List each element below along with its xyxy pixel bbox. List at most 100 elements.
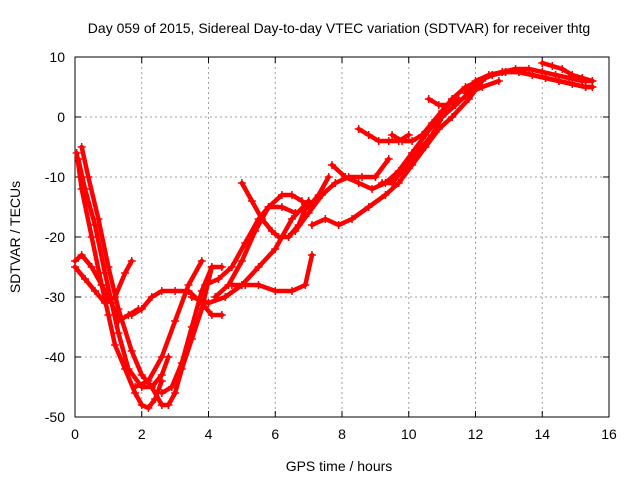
data-point [84,173,93,181]
data-point [378,179,387,187]
data-point [114,329,123,337]
data-point [111,293,120,301]
data-point [167,383,176,391]
series-arc22 [354,125,413,145]
data-point [97,281,106,289]
data-point [201,281,210,289]
y-tick-label: 10 [49,49,65,65]
data-point [197,287,206,295]
data-point [164,353,173,361]
data-point [157,401,166,409]
y-tick-label: -10 [45,169,65,185]
data-point [381,191,390,199]
data-point [461,89,470,97]
data-point [388,131,397,139]
data-point [72,149,81,157]
data-point [144,377,153,385]
data-point [348,215,357,223]
data-point [274,233,283,241]
x-tick-label: 16 [601,426,617,442]
data-point [157,389,166,397]
data-point [568,80,577,88]
data-point [374,137,383,145]
y-tick-label: -50 [45,409,65,425]
data-point [321,215,330,223]
data-point [254,263,263,271]
data-point [91,287,100,295]
x-tick-label: 0 [71,426,79,442]
data-point [448,113,457,121]
data-point [107,299,116,307]
series-arc8 [127,287,226,319]
data-point [264,203,273,211]
series-arc7 [71,251,143,325]
data-point [77,251,86,259]
data-point [498,68,507,76]
data-point [528,71,537,79]
y-tick-label: -40 [45,349,65,365]
series-line [293,156,391,234]
series-arc5 [157,263,226,397]
data-point [131,383,140,391]
data-point [307,251,316,259]
data-point [254,281,263,289]
data-point [127,347,136,355]
data-point [371,173,380,181]
data-point [74,155,83,163]
series-arc23 [424,95,463,109]
data-point [137,401,146,409]
data-point [364,131,373,139]
series-line [72,252,141,324]
data-point [304,209,313,217]
data-point [121,269,130,277]
data-point [551,71,560,79]
data-point [187,323,196,331]
data-point [111,341,120,349]
data-point [404,131,413,139]
data-point [384,155,393,163]
series-arc18 [388,68,597,145]
x-axis-label: GPS time / hours [286,458,393,474]
data-point [291,209,300,217]
data-point [184,287,193,295]
data-point [287,191,296,199]
x-tick-label: 14 [534,426,550,442]
data-point [94,215,103,223]
data-point [237,257,246,265]
data-point [157,371,166,379]
data-point [484,71,493,79]
data-point [434,101,443,109]
data-point [394,137,403,145]
data-point [227,263,236,271]
data-point [291,227,300,235]
data-point [211,293,220,301]
data-point [554,77,563,85]
series-line [473,66,595,84]
data-point [558,65,567,73]
data-point [317,191,326,199]
data-point [368,185,377,193]
data-point [424,95,433,103]
data-point [408,155,417,163]
data-point [127,257,136,265]
data-point [77,143,86,151]
data-point [127,311,136,319]
grid [75,57,609,417]
data-point [267,227,276,235]
data-point [137,371,146,379]
data-point [358,173,367,181]
data-point [428,131,437,139]
data-point [494,77,503,85]
data-point [87,233,96,241]
data-point [247,197,256,205]
data-point [171,317,180,325]
series-line [132,258,205,390]
data-point [428,119,437,127]
data-point [471,77,480,85]
data-point [548,62,557,70]
data-point [214,275,223,283]
y-axis-label: SDTVAR / TECUs [7,181,23,293]
data-point [271,245,280,253]
data-point [388,179,397,187]
data-point [478,83,487,91]
